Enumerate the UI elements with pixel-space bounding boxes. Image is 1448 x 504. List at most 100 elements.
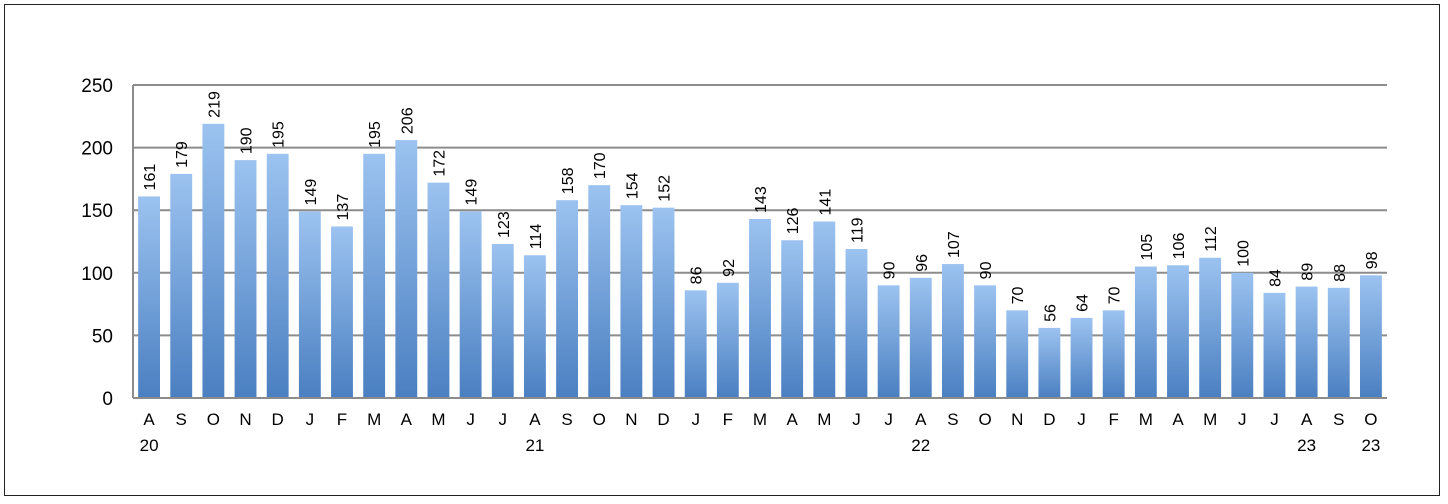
x-tick-label: M: [1139, 410, 1153, 429]
x-tick-label: A: [1172, 410, 1184, 429]
bar: [1231, 272, 1254, 398]
bar: [684, 290, 707, 398]
x-year-label: 22: [911, 436, 930, 455]
x-tick-label: M: [753, 410, 767, 429]
data-label: 88: [1332, 264, 1349, 282]
x-tick-label: A: [915, 410, 927, 429]
bar: [459, 211, 482, 398]
data-label: 92: [721, 259, 738, 277]
x-tick-label: S: [1333, 410, 1344, 429]
x-tick-label: S: [176, 410, 187, 429]
x-year-label: 21: [525, 436, 544, 455]
data-label: 86: [689, 266, 706, 284]
data-label: 96: [914, 254, 931, 272]
x-tick-label: N: [239, 410, 251, 429]
x-tick-label: A: [1301, 410, 1313, 429]
x-tick-label: J: [691, 410, 700, 429]
bar: [138, 196, 161, 398]
bar: [266, 153, 289, 398]
bar: [234, 160, 257, 398]
bar: [749, 218, 771, 398]
chart-frame: [4, 4, 1440, 496]
bar: [845, 249, 868, 398]
bar: [556, 200, 579, 398]
data-label: 100: [1235, 240, 1252, 267]
x-tick-label: D: [657, 410, 669, 429]
y-tick-label: 0: [102, 389, 113, 410]
data-label: 158: [560, 167, 577, 194]
x-tick-label: J: [306, 410, 315, 429]
data-label: 112: [1203, 226, 1220, 252]
y-tick-label: 250: [81, 76, 113, 97]
bar: [298, 211, 321, 398]
data-label: 149: [303, 179, 320, 206]
bar: [1167, 265, 1189, 398]
bars: [138, 123, 1382, 398]
x-tick-label: J: [1238, 410, 1247, 429]
bar: [523, 255, 546, 398]
data-label: 190: [239, 127, 256, 154]
data-label: 172: [431, 150, 448, 177]
data-label: 195: [271, 121, 288, 148]
bar: [1102, 310, 1125, 398]
bar: [652, 207, 675, 398]
bar: [974, 285, 997, 398]
data-label: 70: [1010, 286, 1027, 304]
data-label: 149: [464, 179, 481, 206]
data-label: 119: [849, 217, 866, 243]
bar: [331, 226, 353, 398]
bar: [1359, 275, 1382, 398]
x-tick-label: J: [1077, 410, 1086, 429]
data-label: 154: [624, 172, 641, 199]
data-label: 206: [399, 107, 416, 134]
x-tick-label: F: [337, 410, 347, 429]
data-label: 106: [1171, 232, 1188, 259]
x-tick-label: N: [1011, 410, 1023, 429]
data-label: 105: [1139, 234, 1156, 261]
x-tick-label: M: [431, 410, 445, 429]
x-tick-label: A: [401, 410, 413, 429]
data-label: 90: [978, 261, 995, 279]
x-tick-label: F: [1108, 410, 1118, 429]
x-tick-label: M: [1203, 410, 1217, 429]
bar: [877, 285, 900, 398]
x-year-label: 23: [1297, 436, 1316, 455]
x-tick-label: F: [723, 410, 733, 429]
x-tick-label: N: [625, 410, 637, 429]
y-tick-label: 50: [92, 326, 113, 347]
bar: [1295, 286, 1318, 398]
data-label: 70: [1107, 286, 1124, 304]
bar: [1006, 310, 1029, 398]
data-label: 64: [1075, 294, 1092, 312]
data-label: 126: [785, 207, 802, 234]
bar: [588, 185, 611, 398]
x-year-label: 23: [1361, 436, 1380, 455]
x-year-label: 20: [140, 436, 159, 455]
x-tick-label: A: [529, 410, 541, 429]
x-tick-label: A: [143, 410, 155, 429]
x-tick-label: O: [978, 410, 991, 429]
bar: [202, 123, 225, 398]
bar: [395, 140, 418, 398]
bar: [1263, 292, 1286, 398]
bar: [1327, 287, 1350, 398]
x-tick-label: D: [1043, 410, 1055, 429]
data-label: 90: [882, 261, 899, 279]
x-tick-label: J: [466, 410, 475, 429]
bar: [427, 182, 450, 398]
data-label: 195: [367, 121, 384, 148]
y-tick-label: 150: [81, 201, 113, 222]
data-label: 143: [753, 186, 770, 213]
x-tick-label: J: [1270, 410, 1279, 429]
bar: [363, 153, 386, 398]
x-tick-label: A: [786, 410, 798, 429]
data-label: 137: [335, 194, 352, 221]
x-tick-label: J: [852, 410, 861, 429]
data-label: 141: [817, 189, 834, 216]
x-tick-label: O: [207, 410, 220, 429]
x-tick-label: S: [947, 410, 958, 429]
data-labels: 161 179 219 190 195 149 137 195 206 172 149 123 114 1…: [142, 91, 1381, 322]
x-tick-label: M: [367, 410, 381, 429]
